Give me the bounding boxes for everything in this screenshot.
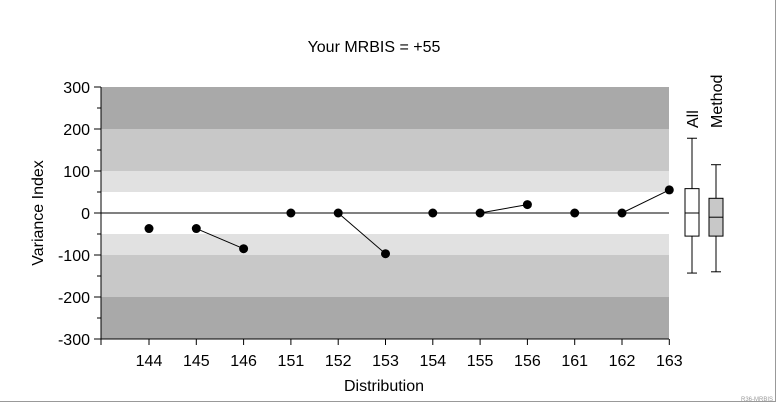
x-tick-label: 145 [183,353,210,370]
connector-line [621,189,670,214]
y-tick-label: -200 [58,290,90,307]
data-point-156 [522,200,532,210]
data-point-154 [428,208,438,218]
data-point-161 [570,208,580,218]
x-tick-label: 161 [561,353,588,370]
x-tick-label: 162 [609,353,636,370]
data-point-155 [475,208,485,218]
y-tick-label: 100 [63,164,90,181]
y-tick-label: 300 [63,80,90,97]
x-tick-label: 152 [325,353,352,370]
connector-line [196,228,244,250]
data-point-153 [381,249,390,259]
x-tick-label: 154 [419,353,446,370]
band-1 [101,129,669,171]
data-point-145 [191,224,201,234]
x-tick-label: 153 [372,353,399,370]
x-tick-label: 155 [467,353,494,370]
connector-line [480,204,528,214]
data-point-146 [239,244,249,254]
y-tick-label: -100 [58,248,90,265]
y-tick-label: 200 [63,122,90,139]
y-axis-label: Variance Index [30,160,47,266]
x-axis-label: Distribution [344,378,424,395]
y-tick-label: 0 [81,206,90,223]
x-tick-label: 156 [514,353,541,370]
boxplot-method: Method [708,75,726,273]
box [684,188,700,237]
boxplot-all: All [684,110,702,274]
x-axis-ticks: 144 145 146 151 152 153 154 155 156 161 162 163 [100,339,683,370]
data-point-152 [333,208,343,218]
data-point-162 [617,208,627,218]
x-tick-label: 163 [656,353,683,370]
data-point-151 [286,208,296,218]
band-5 [101,255,669,297]
connector-lines [196,189,670,255]
x-tick-label: 146 [230,353,257,370]
data-point-144 [144,224,154,234]
boxplots: All Method [684,75,726,274]
band-0 [101,87,669,129]
x-tick-label: 151 [278,353,305,370]
band-2 [101,171,669,192]
band-6 [101,297,669,339]
data-point-163 [664,185,674,195]
x-tick-label: 144 [136,353,163,370]
boxplot-label: Method [709,75,726,128]
chart-title: Your MRBIS = +55 [308,39,441,56]
y-tick-label: -300 [58,332,90,349]
connector-line [337,212,386,255]
data-points [144,185,674,259]
footer-code: R36-MRBIS [741,397,773,403]
y-axis-ticks: 300 200 100 0 -100 -200 -300 [58,80,101,349]
boxplot-label: All [685,110,702,128]
